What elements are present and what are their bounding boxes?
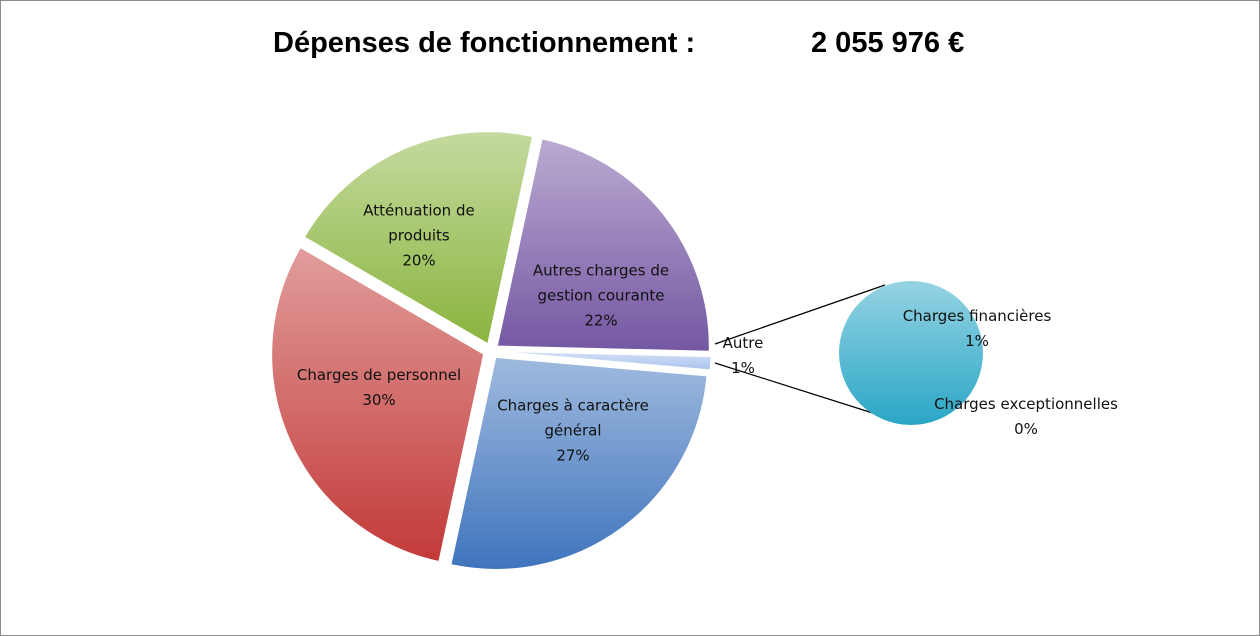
secondary-label: Charges financières 1% [877, 304, 1077, 354]
chart-total: 2 055 976 € [811, 27, 965, 59]
slice-name: Charges de personnel [296, 366, 462, 384]
slice-label: Charges de personnel 30% [274, 363, 484, 413]
pie-slice [496, 138, 710, 352]
pie-slice [450, 356, 708, 570]
slice-percent: 0% [1014, 420, 1038, 438]
slice-name: Atténuation de produits [363, 201, 475, 245]
pie-slice [498, 350, 712, 371]
connector-line [714, 362, 880, 416]
pie-slice [271, 246, 485, 563]
slice-label: Autres charges de gestion courante 22% [516, 259, 686, 334]
slice-percent: 1% [965, 332, 989, 350]
slice-name: Charges à caractère général [497, 396, 649, 440]
slice-percent: 27% [556, 446, 590, 465]
connector-line [714, 284, 886, 345]
slice-percent: 30% [362, 391, 396, 409]
chart-title: Dépenses de fonctionnement : [273, 27, 696, 59]
slice-percent: 22% [584, 311, 618, 330]
secondary-slice [839, 281, 983, 425]
pie-slice [303, 131, 534, 345]
slice-percent: 1% [731, 359, 755, 377]
slice-name: Autres charges de gestion courante [532, 261, 670, 305]
slice-name: Autre [722, 334, 764, 352]
slice-label: Autre 1% [713, 331, 773, 381]
slice-label: Atténuation de produits 20% [349, 199, 489, 274]
slice-label: Charges à caractère général 27% [488, 394, 658, 469]
secondary-label: Charges exceptionnelles 0% [911, 392, 1141, 442]
slice-name: Charges financières [902, 307, 1052, 325]
slice-name: Charges exceptionnelles [934, 395, 1118, 413]
slice-percent: 20% [402, 251, 436, 270]
